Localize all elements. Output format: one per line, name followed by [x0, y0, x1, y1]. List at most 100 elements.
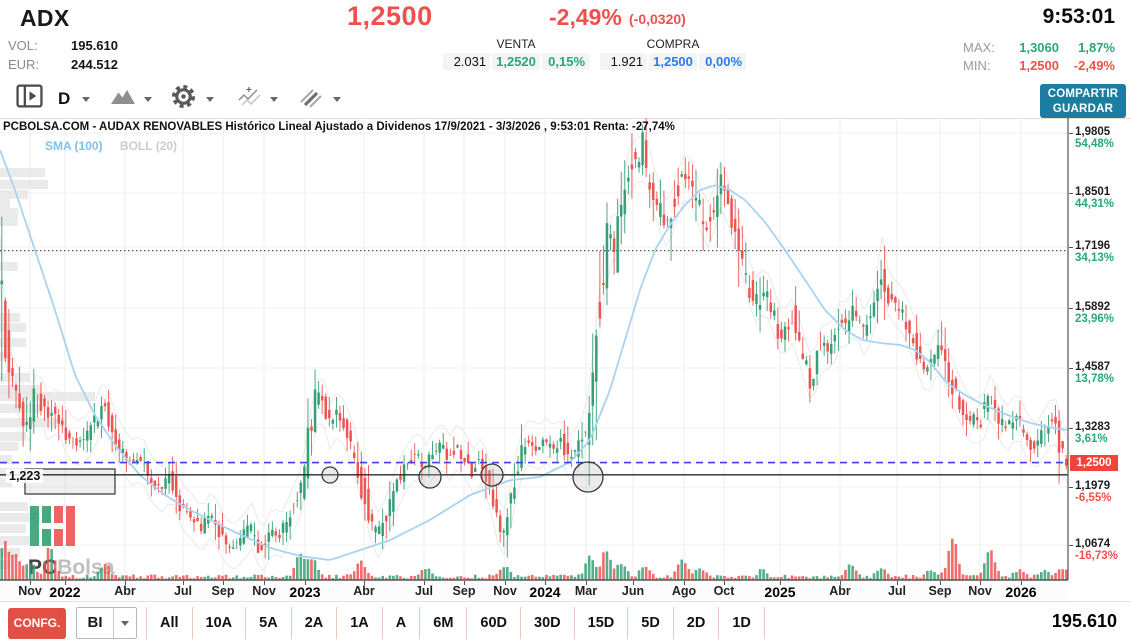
ask-size: 2.031	[443, 53, 491, 70]
change-absolute: (-0,0320)	[629, 11, 686, 27]
ask-title: VENTA	[496, 37, 536, 51]
price-chart[interactable]: PCBolsa	[0, 114, 1069, 581]
chevron-down-icon	[333, 96, 341, 102]
range-button-2a[interactable]: 2A	[292, 607, 338, 639]
share-save-button[interactable]: COMPARTIR GUARDAR	[1040, 84, 1126, 118]
max-pct: 1,87%	[1078, 40, 1115, 55]
x-axis-tick	[1021, 581, 1022, 585]
y-axis-price: 1,9805	[1075, 126, 1111, 138]
add-indicator-caret[interactable]	[270, 85, 278, 113]
legend-sma[interactable]: SMA (100)	[45, 139, 103, 153]
x-axis-tick	[545, 581, 546, 585]
draw-tools-caret[interactable]	[333, 85, 341, 113]
settings-caret[interactable]	[206, 85, 214, 113]
interval-selector[interactable]: BI	[76, 607, 137, 639]
y-axis-label: 1,8501 44,31%	[1075, 186, 1114, 210]
time-axis[interactable]: Nov 2022 Abr Jul Sep Nov 2023 Abr Jul Sep Nov 2024 M…	[0, 581, 1069, 601]
x-axis-tick	[586, 581, 587, 585]
eur-value: 244.512	[71, 57, 118, 72]
chart-style-caret[interactable]	[144, 85, 152, 113]
candlestick-chart-canvas: PCBolsa	[0, 114, 1069, 581]
y-axis-percent: 23,96%	[1075, 313, 1115, 325]
y-axis-label: 1,1979 -6,55%	[1075, 480, 1111, 504]
interval-value: BI	[87, 614, 103, 631]
eur-row: EUR: 244.512	[8, 57, 118, 72]
x-axis-label: Oct	[713, 584, 735, 598]
bottom-toolbar: CONFG. BI All 10A 5A 2A 1A A 6M 60D 30D 15D 5D 2D 1D…	[0, 601, 1131, 643]
price-axis[interactable]: 1,9805 54,48% 1,8501 44,31% 1,7196 34,13% 1,58…	[1069, 118, 1131, 601]
config-button[interactable]: CONFG.	[8, 608, 66, 639]
last-price-badge: 1,2500	[1070, 455, 1118, 471]
range-button-6m[interactable]: 6M	[420, 607, 468, 639]
last-price: 1,2500	[347, 1, 433, 31]
y-axis-percent: 34,13%	[1075, 252, 1115, 264]
x-axis-tick	[897, 581, 898, 585]
panel-toggle-icon	[16, 83, 43, 115]
share-label: COMPARTIR	[1047, 88, 1119, 100]
x-axis-tick	[840, 581, 841, 585]
range-button-60d[interactable]: 60D	[467, 607, 522, 639]
vol-label: VOL:	[8, 38, 38, 53]
x-axis-label: Sep	[211, 584, 235, 598]
bid-title: COMPRA	[646, 37, 700, 51]
add-indicator-button[interactable]: +	[236, 85, 262, 113]
x-axis-tick	[780, 581, 781, 585]
bottom-volume-value: 195.610	[1051, 611, 1117, 631]
x-axis-tick	[633, 581, 634, 585]
x-axis-tick	[684, 581, 685, 585]
min-label: MIN:	[963, 58, 991, 73]
y-axis-tick	[1069, 428, 1073, 429]
y-axis-label: 1,4587 13,78%	[1075, 361, 1114, 385]
bid-panel: COMPRA 1.921 1,2500 0,00%	[600, 37, 747, 70]
y-axis-label: 1,7196 34,13%	[1075, 240, 1114, 264]
bid-size: 1.921	[600, 53, 648, 70]
x-axis-tick	[223, 581, 224, 585]
x-axis-tick	[65, 581, 66, 585]
range-button-30d[interactable]: 30D	[521, 607, 575, 639]
x-axis-label: 2025	[764, 584, 796, 600]
y-axis-tick	[1069, 545, 1073, 546]
bid-pct: 0,00%	[698, 53, 747, 70]
timeframe-caret[interactable]	[82, 85, 90, 113]
x-axis-tick	[125, 581, 126, 585]
range-button-1a[interactable]: 1A	[337, 607, 383, 639]
x-axis-tick	[264, 581, 265, 585]
chart-style-mountain-icon	[110, 84, 136, 115]
timeframe-label: D	[58, 89, 71, 108]
volume-row: VOL: 195.610	[8, 38, 118, 53]
legend-boll[interactable]: BOLL (20)	[119, 139, 178, 153]
chevron-down-icon	[82, 96, 90, 102]
x-axis-label: Nov	[493, 584, 517, 598]
range-button-a[interactable]: A	[383, 607, 421, 639]
range-button-all[interactable]: All	[146, 607, 193, 639]
y-axis-price: 1,3283	[1075, 421, 1111, 433]
y-axis-tick	[1069, 487, 1073, 488]
y-axis-tick	[1069, 193, 1073, 194]
panel-toggle-button[interactable]	[16, 83, 43, 115]
y-axis-price: 1,1979	[1075, 480, 1111, 492]
x-axis-label: Jun	[621, 584, 645, 598]
range-button-5d[interactable]: 5D	[628, 607, 674, 639]
range-button-2d[interactable]: 2D	[674, 607, 720, 639]
x-axis-label: Abr	[829, 584, 851, 598]
range-button-5a[interactable]: 5A	[246, 607, 292, 639]
range-button-10a[interactable]: 10A	[193, 607, 247, 639]
x-axis-tick	[305, 581, 306, 585]
chart-style-button[interactable]	[110, 85, 136, 113]
support-price-label: 1,223	[6, 469, 44, 483]
vol-value: 195.610	[71, 38, 118, 53]
draw-tools-button[interactable]	[298, 85, 324, 113]
range-button-15d[interactable]: 15D	[575, 607, 629, 639]
range-button-1d[interactable]: 1D	[719, 607, 765, 639]
x-axis-tick	[30, 581, 31, 585]
range-buttons: All 10A 5A 2A 1A A 6M 60D 30D 15D 5D 2D 1D	[146, 607, 765, 639]
timeframe-selector[interactable]: D	[58, 85, 70, 113]
chart-toolbar: D +	[0, 80, 1131, 119]
x-axis-label: Sep	[928, 584, 952, 598]
interval-caret[interactable]	[113, 608, 136, 638]
settings-button[interactable]	[170, 84, 197, 113]
y-axis-label: 1,3283 3,61%	[1075, 421, 1110, 445]
bid-price: 1,2500	[649, 53, 697, 70]
x-axis-tick	[980, 581, 981, 585]
draw-tools-icon	[298, 84, 324, 115]
